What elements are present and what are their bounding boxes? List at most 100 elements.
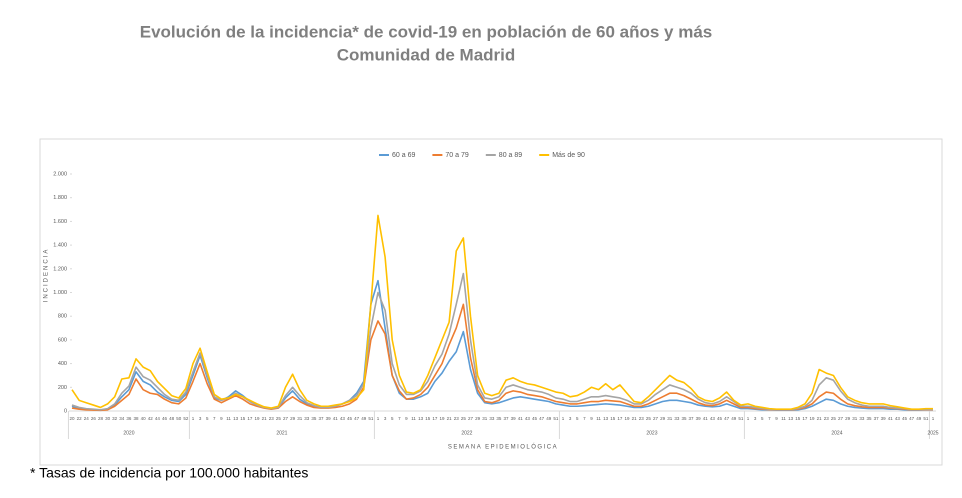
x-tick-label: 9 (775, 416, 778, 421)
x-tick-label: 19 (810, 416, 816, 421)
x-tick-label: 23 (639, 416, 645, 421)
x-tick-label: 49 (546, 416, 552, 421)
x-tick-label: 51 (923, 416, 929, 421)
x-tick-label: 30 (105, 416, 111, 421)
x-tick-label: 25 (461, 416, 467, 421)
x-tick-label: 11 (781, 416, 786, 421)
line-series (71, 272, 933, 411)
x-tick-label: 43 (895, 416, 901, 421)
x-tick-label: 13 (418, 416, 424, 421)
x-tick-label: 31 (852, 416, 858, 421)
legend-label: 70 a 79 (445, 152, 468, 159)
x-tick-label: 5 (576, 416, 579, 421)
x-tick-label: 25 (831, 416, 837, 421)
x-tick-label: 37 (689, 416, 695, 421)
x-group-label: 2020 (123, 430, 134, 436)
x-tick-label: 17 (617, 416, 623, 421)
x-tick-label: 25 (646, 416, 652, 421)
x-tick-label: 11 (411, 416, 416, 421)
x-tick-label: 1 (562, 416, 565, 421)
x-tick-label: 13 (788, 416, 794, 421)
x-tick-label: 21 (632, 416, 638, 421)
x-tick-label: 15 (795, 416, 801, 421)
x-tick-label: 5 (761, 416, 764, 421)
x-group-label: 2022 (461, 430, 472, 436)
x-tick-label: 17 (432, 416, 438, 421)
x-tick-label: 17 (802, 416, 808, 421)
x-tick-label: 49 (361, 416, 367, 421)
x-tick-label: 48 (169, 416, 175, 421)
line-series (71, 214, 933, 411)
x-tick-label: 32 (112, 416, 118, 421)
x-tick-label: 42 (148, 416, 154, 421)
x-tick-label: 27 (283, 416, 289, 421)
x-tick-label: 41 (518, 416, 524, 421)
x-tick-label: 28 (98, 416, 104, 421)
x-tick-label: 9 (220, 416, 223, 421)
x-tick-label: 34 (119, 416, 125, 421)
x-tick-label: 23 (269, 416, 275, 421)
y-tick-label: 1.200 (53, 266, 67, 272)
x-tick-label: 51 (368, 416, 374, 421)
x-tick-label: 13 (233, 416, 239, 421)
y-tick-label: 600 (58, 337, 67, 343)
x-tick-label: 51 (553, 416, 559, 421)
x-tick-label: 39 (696, 416, 702, 421)
x-tick-label: 1 (932, 416, 935, 421)
legend-label: Más de 90 (552, 152, 585, 159)
y-tick-label: 1.600 (53, 219, 67, 225)
x-tick-label: 7 (583, 416, 586, 421)
x-tick-label: 3 (754, 416, 757, 421)
y-axis-title: INCIDENCIA (44, 248, 50, 303)
x-tick-label: 29 (290, 416, 296, 421)
x-tick-label: 33 (304, 416, 310, 421)
x-tick-label: 3 (199, 416, 202, 421)
x-tick-label: 39 (511, 416, 517, 421)
x-tick-label: 50 (176, 416, 182, 421)
x-tick-label: 15 (610, 416, 616, 421)
x-tick-label: 37 (504, 416, 510, 421)
x-tick-label: 35 (311, 416, 317, 421)
legend-label: 60 a 69 (392, 152, 415, 159)
x-tick-label: 43 (340, 416, 346, 421)
x-tick-label: 35 (866, 416, 872, 421)
x-tick-label: 19 (625, 416, 631, 421)
x-tick-label: 21 (262, 416, 268, 421)
chart-frame (39, 138, 943, 466)
y-tick-label: 0 (64, 408, 67, 414)
x-tick-label: 51 (738, 416, 744, 421)
x-tick-label: 17 (247, 416, 253, 421)
x-tick-label: 43 (525, 416, 531, 421)
x-tick-label: 3 (384, 416, 387, 421)
x-tick-label: 44 (155, 416, 161, 421)
x-tick-label: 45 (717, 416, 723, 421)
y-tick-label: 800 (58, 314, 67, 320)
x-tick-label: 27 (468, 416, 474, 421)
x-tick-label: 33 (674, 416, 680, 421)
x-tick-label: 15 (240, 416, 246, 421)
x-tick-label: 52 (183, 416, 189, 421)
x-tick-label: 5 (206, 416, 209, 421)
x-tick-label: 45 (532, 416, 538, 421)
y-tick-label: 2.000 (53, 171, 67, 177)
x-group-label: 2024 (831, 430, 842, 436)
x-tick-label: 49 (731, 416, 737, 421)
x-tick-label: 24 (84, 416, 90, 421)
x-tick-label: 41 (888, 416, 894, 421)
x-tick-label: 9 (405, 416, 408, 421)
x-tick-label: 29 (475, 416, 481, 421)
y-tick-label: 1.800 (53, 195, 67, 201)
legend-label: 80 a 89 (499, 152, 522, 159)
x-tick-label: 27 (838, 416, 844, 421)
x-tick-label: 3 (569, 416, 572, 421)
x-tick-label: 41 (333, 416, 339, 421)
x-tick-label: 19 (440, 416, 446, 421)
y-tick-label: 1.400 (53, 243, 67, 249)
x-tick-label: 20 (69, 416, 75, 421)
x-tick-label: 37 (319, 416, 325, 421)
x-tick-label: 47 (539, 416, 545, 421)
x-tick-label: 47 (909, 416, 915, 421)
x-tick-label: 29 (845, 416, 851, 421)
x-tick-label: 38 (134, 416, 140, 421)
x-tick-label: 29 (660, 416, 666, 421)
